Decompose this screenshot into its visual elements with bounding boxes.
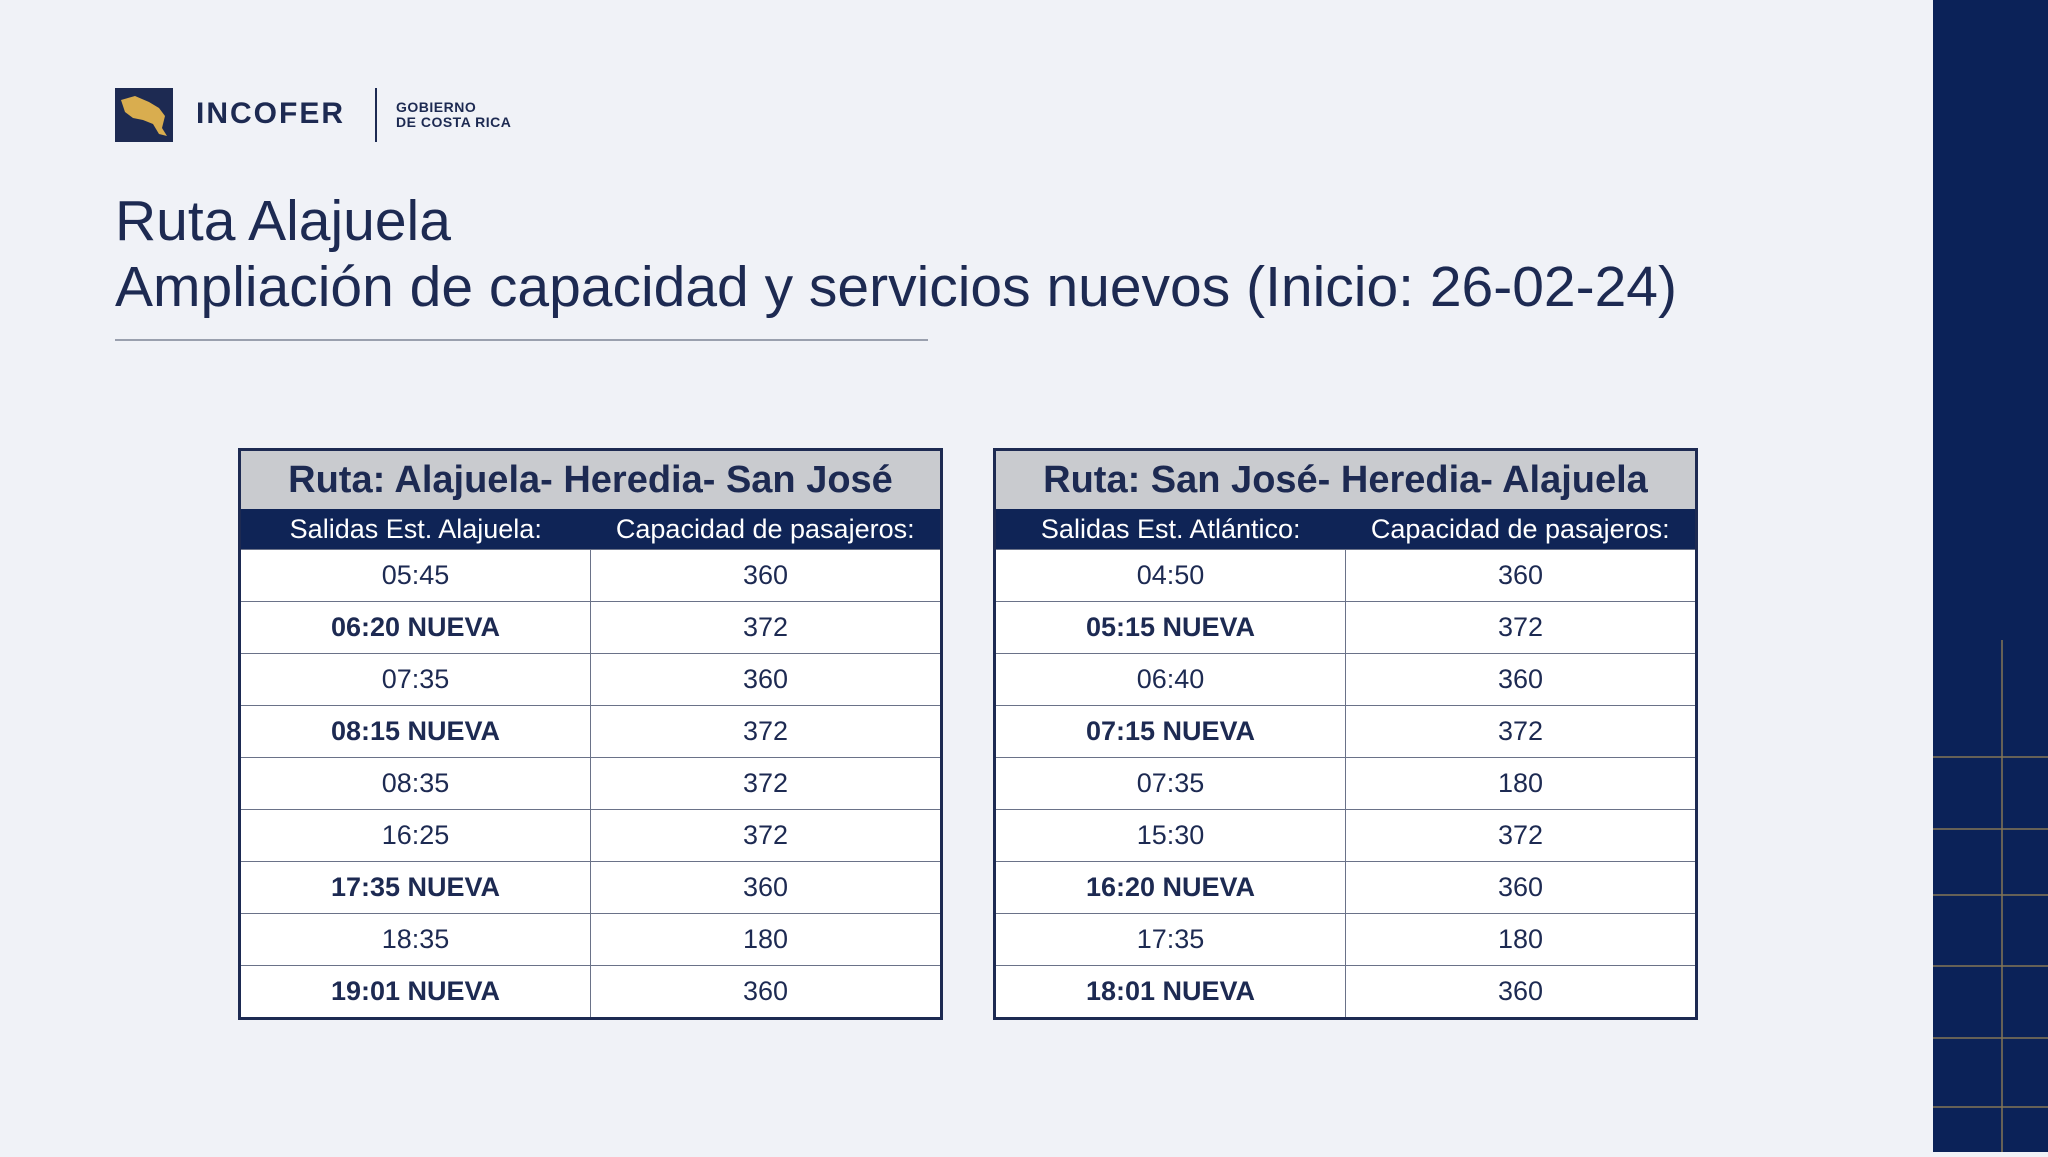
capacity-cell: 360 (1345, 653, 1697, 706)
table-row: 08:35 372 (239, 757, 942, 810)
schedule-table: Ruta: Alajuela- Heredia- San José Salidas… (238, 448, 943, 1020)
capacity-cell: 360 (1345, 549, 1697, 602)
capacity-cell: 180 (1345, 757, 1697, 810)
table-row: 16:20 NUEVA 360 (994, 861, 1697, 914)
divider (375, 88, 377, 142)
departure-cell: 18:35 (239, 913, 591, 966)
departure-cell: 18:01 NUEVA (994, 965, 1346, 1019)
header-row: Salidas Est. Atlántico: Capacidad de pasa… (994, 509, 1697, 550)
gov-line: DE COSTA RICA (396, 114, 512, 130)
table-row: 18:35 180 (239, 913, 942, 966)
departure-cell: 07:35 (994, 757, 1346, 810)
departure-cell: 08:35 (239, 757, 591, 810)
header-row: Salidas Est. Alajuela: Capacidad de pasaj… (239, 509, 942, 550)
capacity-cell: 360 (1345, 861, 1697, 914)
grid-decoration (1933, 640, 2048, 1152)
departure-cell: 16:20 NUEVA (994, 861, 1346, 914)
brand: INCOFER (196, 97, 345, 130)
table-row: 07:35 180 (994, 757, 1697, 810)
departure-cell: 05:45 (239, 549, 591, 602)
capacity-cell: 372 (1345, 601, 1697, 654)
table-row: 05:45 360 (239, 549, 942, 602)
capacity-cell: 360 (590, 549, 942, 602)
subtitle: Ampliación de capacidad y servicios nuev… (115, 255, 1677, 319)
column-header: Salidas Est. Atlántico: (994, 509, 1346, 550)
capacity-cell: 372 (1345, 705, 1697, 758)
capacity-cell: 372 (590, 705, 942, 758)
departure-cell: 05:15 NUEVA (994, 601, 1346, 654)
table-row: 08:15 NUEVA 372 (239, 705, 942, 758)
column-header: Capacidad de pasajeros: (590, 509, 942, 550)
table-title: Ruta: San José- Heredia- Alajuela (994, 449, 1697, 509)
gov-line: GOBIERNO (396, 99, 477, 115)
departure-cell: 08:15 NUEVA (239, 705, 591, 758)
title-row: Ruta: San José- Heredia- Alajuela (994, 449, 1697, 509)
side-strip (1933, 0, 2048, 1152)
capacity-cell: 360 (590, 653, 942, 706)
capacity-cell: 180 (590, 913, 942, 966)
capacity-cell: 372 (590, 601, 942, 654)
table-row: 04:50 360 (994, 549, 1697, 602)
capacity-cell: 360 (590, 965, 942, 1019)
schedule-table: Ruta: San José- Heredia- Alajuela Salidas… (993, 448, 1698, 1020)
capacity-cell: 180 (1345, 913, 1697, 966)
gov-text: GOBIERNO DE COSTA RICA (396, 100, 511, 130)
table-row: 17:35 180 (994, 913, 1697, 966)
departure-cell: 17:35 (994, 913, 1346, 966)
logo (115, 88, 173, 142)
title-row: Ruta: Alajuela- Heredia- San José (239, 449, 942, 509)
departure-cell: 06:20 NUEVA (239, 601, 591, 654)
table-row: 06:40 360 (994, 653, 1697, 706)
table-row: 15:30 372 (994, 809, 1697, 862)
table-row: 19:01 NUEVA 360 (239, 965, 942, 1019)
title: Ruta Alajuela (115, 189, 451, 253)
departure-cell: 19:01 NUEVA (239, 965, 591, 1019)
column-header: Salidas Est. Alajuela: (239, 509, 591, 550)
departure-cell: 07:35 (239, 653, 591, 706)
capacity-cell: 360 (590, 861, 942, 914)
departure-cell: 16:25 (239, 809, 591, 862)
table-row: 16:25 372 (239, 809, 942, 862)
table-row: 07:35 360 (239, 653, 942, 706)
capacity-cell: 372 (1345, 809, 1697, 862)
capacity-cell: 372 (590, 809, 942, 862)
table-title: Ruta: Alajuela- Heredia- San José (239, 449, 942, 509)
departure-cell: 04:50 (994, 549, 1346, 602)
departure-cell: 17:35 NUEVA (239, 861, 591, 914)
departure-cell: 15:30 (994, 809, 1346, 862)
table-row: 17:35 NUEVA 360 (239, 861, 942, 914)
departure-cell: 07:15 NUEVA (994, 705, 1346, 758)
column-header: Capacidad de pasajeros: (1345, 509, 1697, 550)
table-row: 06:20 NUEVA 372 (239, 601, 942, 654)
departure-cell: 06:40 (994, 653, 1346, 706)
capacity-cell: 372 (590, 757, 942, 810)
capacity-cell: 360 (1345, 965, 1697, 1019)
table-row: 05:15 NUEVA 372 (994, 601, 1697, 654)
title-rule (115, 339, 928, 341)
table-row: 07:15 NUEVA 372 (994, 705, 1697, 758)
table-row: 18:01 NUEVA 360 (994, 965, 1697, 1019)
